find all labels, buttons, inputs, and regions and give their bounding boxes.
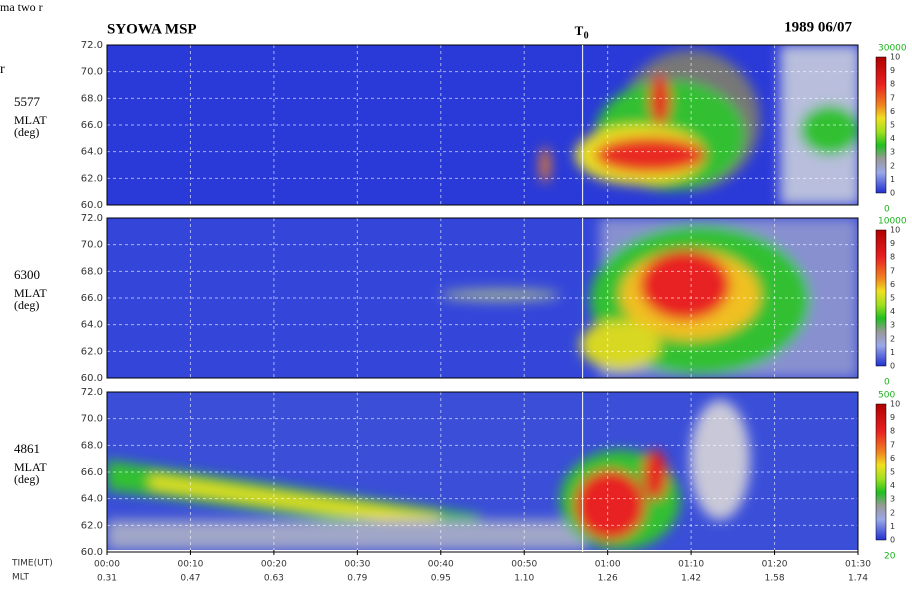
marker-label: T (575, 23, 584, 38)
colorbar (876, 404, 886, 540)
colorbar-tick-label: 1 (890, 522, 895, 531)
x2-axis-label: MLT (12, 573, 30, 583)
panel-yunit: (deg) (14, 125, 39, 139)
colorbar-tick-label: 8 (890, 80, 895, 89)
x-tick-label: 00:50 (511, 560, 537, 570)
panel-name: 5577 (14, 94, 41, 109)
scale-top: 30000 (878, 44, 907, 54)
scale-top: 500 (878, 391, 895, 401)
y-tick-label: 64.0 (81, 147, 103, 158)
colorbar-tick-label: 4 (890, 481, 895, 490)
x-tick-label: 01:10 (678, 560, 704, 570)
colorbar-tick-label: 6 (890, 280, 895, 289)
x2-tick-label: 0.79 (347, 574, 367, 584)
colorbar-tick-label: 5 (890, 468, 895, 477)
y-tick-label: 64.0 (81, 320, 103, 331)
y-tick-label: 68.0 (81, 440, 103, 451)
y-tick-label: 62.0 (81, 346, 103, 357)
x2-tick-label: 1.74 (848, 574, 868, 584)
colorbar-tick-label: 7 (890, 266, 895, 275)
colorbar-tick-label: 5 (890, 294, 895, 303)
colorbar (876, 57, 886, 193)
date: 1989 06/07 (784, 19, 852, 35)
x2-tick-label: 0.63 (264, 574, 284, 584)
y-tick-label: 66.0 (81, 467, 103, 478)
colorbar-tick-label: 2 (890, 161, 895, 170)
x-tick-label: 00:40 (428, 560, 454, 570)
colorbar-tick-label: 6 (890, 107, 895, 116)
x-tick-label: 00:10 (177, 560, 203, 570)
y-tick-label: 60.0 (81, 373, 103, 384)
colorbar-tick-label: 2 (890, 334, 895, 343)
colorbar-tick-label: 1 (890, 348, 895, 357)
colorbar-tick-label: 4 (890, 307, 895, 316)
colorbar-tick-label: 8 (890, 427, 895, 436)
colorbar-tick-label: 9 (890, 66, 895, 75)
x-tick-label: 00:00 (94, 560, 120, 570)
colorbar-tick-label: 4 (890, 134, 895, 143)
x2-tick-label: 1.58 (765, 574, 785, 584)
y-tick-label: 66.0 (81, 120, 103, 131)
x-tick-label: 01:20 (762, 560, 788, 570)
colorbar-tick-label: 2 (890, 508, 895, 517)
y-tick-label: 60.0 (81, 200, 103, 211)
x2-tick-label: 1.42 (681, 574, 701, 584)
y-tick-label: 62.0 (81, 520, 103, 531)
x-tick-label: 00:30 (344, 560, 370, 570)
panel-yunit: (deg) (14, 472, 39, 486)
panel-yunit: (deg) (14, 298, 39, 312)
panel-name: 6300 (14, 267, 40, 282)
colorbar-tick-label: 3 (890, 495, 895, 504)
x2-tick-label: 0.31 (97, 574, 117, 584)
x-tick-label: 00:20 (261, 560, 287, 570)
colorbar-tick-label: 6 (890, 454, 895, 463)
panel-name: 4861 (14, 441, 40, 456)
colorbar (876, 230, 886, 366)
scale-bottom: 20 (884, 552, 896, 562)
y-tick-label: 62.0 (81, 173, 103, 184)
colorbar-tick-label: 3 (890, 148, 895, 157)
y-tick-label: 68.0 (81, 93, 103, 104)
y-tick-label: 72.0 (81, 387, 103, 398)
scale-bottom: 0 (884, 378, 890, 388)
y-tick-label: 66.0 (81, 293, 103, 304)
colorbar-tick-label: 7 (890, 440, 895, 449)
y-tick-label: 72.0 (81, 213, 103, 224)
x-tick-label: 01:30 (845, 560, 871, 570)
caption-fragment: ma two r (0, 0, 43, 14)
x2-tick-label: 1.10 (514, 574, 534, 584)
x2-tick-label: 0.95 (431, 574, 451, 584)
keogram-figure: ma two r r SYOWA MSP 1989 06/07 TIME(UT)… (0, 0, 912, 590)
colorbar-tick-label: 0 (890, 189, 895, 198)
colorbar-tick-label: 5 (890, 121, 895, 130)
scale-top: 10000 (878, 217, 907, 227)
colorbar-tick-label: 3 (890, 321, 895, 330)
y-tick-label: 70.0 (81, 67, 103, 78)
caption-fragment: r (0, 62, 5, 77)
x2-tick-label: 0.47 (180, 574, 200, 584)
chart-title: SYOWA MSP (107, 21, 197, 37)
x-axis-label: TIME(UT) (11, 559, 53, 569)
colorbar-tick-label: 8 (890, 253, 895, 262)
y-tick-label: 70.0 (81, 240, 103, 251)
colorbar-tick-label: 10 (890, 400, 900, 409)
y-tick-label: 72.0 (81, 40, 103, 51)
y-tick-label: 64.0 (81, 494, 103, 505)
x-tick-label: 01:00 (595, 560, 621, 570)
y-tick-label: 70.0 (81, 414, 103, 425)
colorbar-tick-label: 1 (890, 175, 895, 184)
colorbar-tick-label: 0 (890, 362, 895, 371)
y-tick-label: 68.0 (81, 266, 103, 277)
colorbar-tick-label: 9 (890, 413, 895, 422)
colorbar-tick-label: 0 (890, 536, 895, 545)
colorbar-tick-label: 7 (890, 93, 895, 102)
x2-tick-label: 1.26 (598, 574, 618, 584)
colorbar-tick-label: 9 (890, 239, 895, 248)
y-tick-label: 60.0 (81, 547, 103, 558)
scale-bottom: 0 (884, 205, 890, 215)
colorbar-tick-label: 10 (890, 53, 900, 62)
colorbar-tick-label: 10 (890, 226, 900, 235)
marker-sub: 0 (584, 30, 589, 41)
